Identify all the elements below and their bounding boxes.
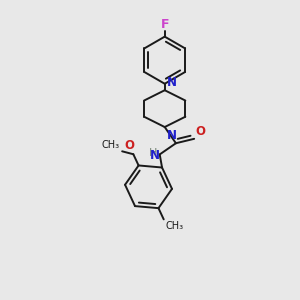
Text: N: N [150,149,160,162]
Text: O: O [125,139,135,152]
Text: N: N [167,128,177,142]
Text: H: H [148,148,157,158]
Text: F: F [160,18,169,31]
Text: CH₃: CH₃ [102,140,120,150]
Text: CH₃: CH₃ [165,221,183,231]
Text: O: O [195,124,205,138]
Text: N: N [167,76,177,89]
